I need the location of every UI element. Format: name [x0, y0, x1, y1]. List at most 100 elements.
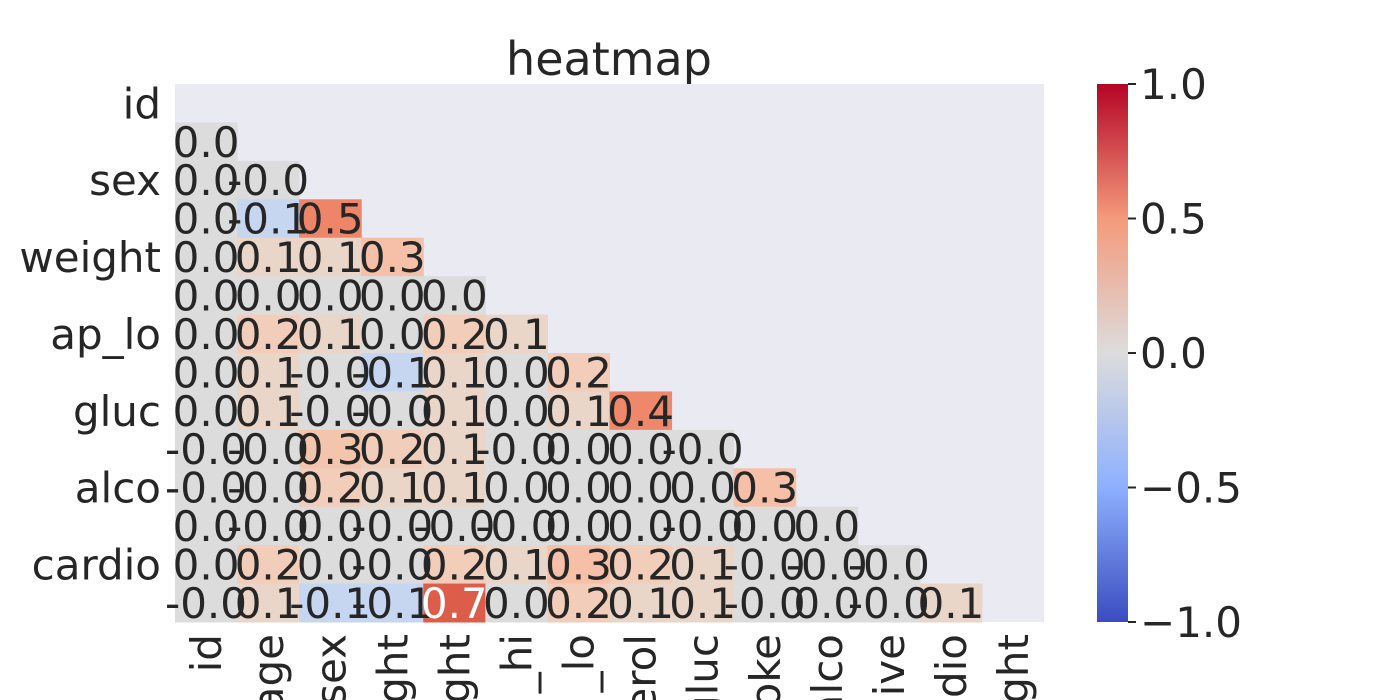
colorbar-gradient	[1097, 84, 1128, 622]
heatmap-cell	[547, 353, 610, 392]
heatmap-cell	[299, 276, 362, 316]
heatmap-cell	[609, 583, 673, 623]
x-tick-labels: id age sex ght ght _hi _lo erol gluc oke alco ive di…	[182, 634, 1038, 700]
heatmap-cell	[299, 468, 362, 508]
heatmap-cell	[299, 506, 362, 546]
heatmap-cell	[609, 391, 673, 431]
cell-value-label: 0.0	[545, 464, 612, 513]
cell-value-label: -0.0	[165, 464, 247, 513]
cell-value-label: 0.1	[235, 579, 302, 628]
cell-value-label: 0.0	[173, 540, 240, 589]
heatmap-cell	[175, 122, 238, 162]
x-tick-label: _lo	[555, 634, 604, 693]
cell-value-label: 0.0	[235, 271, 302, 320]
cell-value-label: 0.3	[359, 233, 426, 282]
heatmap-cell	[361, 391, 424, 431]
y-tick-label: alco	[75, 464, 161, 513]
heatmap-cell	[485, 391, 548, 431]
x-tick-label: erol	[617, 634, 666, 700]
heatmap-cell	[485, 468, 548, 508]
heatmap-cell	[361, 353, 424, 392]
heatmap-cell	[175, 583, 238, 623]
cell-value-label: -0.1	[351, 579, 433, 628]
cell-value-label: 0.1	[669, 579, 736, 628]
cell-value-label: 0.2	[545, 348, 612, 397]
heatmap-cell	[547, 545, 610, 585]
heatmap-cell	[299, 583, 362, 623]
cell-value-label: 0.0	[607, 464, 674, 513]
heatmap-cell	[237, 545, 300, 585]
heatmap-cell	[485, 314, 548, 354]
x-tick-label: ght	[368, 634, 417, 700]
cell-value-label: 0.0	[731, 502, 798, 551]
heatmap-cell	[175, 429, 238, 469]
colorbar: 1.0 0.5 0.0 −0.5 −1.0	[1097, 60, 1242, 647]
heatmap-cell	[237, 468, 300, 508]
heatmap-cell	[299, 545, 362, 585]
heatmap-cell	[237, 160, 300, 200]
colorbar-tick-label: 0.0	[1140, 329, 1207, 378]
heatmap-cell	[299, 199, 362, 239]
cell-value-label: 0.2	[359, 425, 426, 474]
cell-value-label: 0.1	[297, 233, 364, 282]
heatmap-cell	[423, 314, 486, 354]
heatmap-cell	[671, 506, 735, 546]
heatmap-cell	[671, 468, 735, 508]
cell-value-label: 0.1	[483, 310, 550, 359]
heatmap-cell	[237, 314, 300, 354]
heatmap-cell	[237, 237, 300, 277]
cell-value-label: 0.0	[173, 310, 240, 359]
cell-value-label: -0.0	[662, 502, 744, 551]
cell-value-label: 0.0	[173, 118, 240, 167]
cell-value-label: -0.1	[351, 348, 433, 397]
cell-value-label: 0.0	[421, 271, 488, 320]
cell-value-label: -0.0	[227, 502, 309, 551]
x-tick-label: ive	[865, 634, 914, 696]
cell-value-label: 0.0	[607, 425, 674, 474]
heatmap-cell	[423, 468, 486, 508]
heatmap-cell	[919, 583, 983, 623]
cell-value-label: -0.0	[724, 540, 806, 589]
cell-value-label: -0.1	[227, 195, 309, 244]
heatmap-cell	[237, 429, 300, 469]
cell-value-label: 0.0	[483, 579, 550, 628]
heatmap-cell	[547, 468, 610, 508]
cell-value-label: -0.0	[848, 579, 930, 628]
cell-value-label: 0.0	[297, 271, 364, 320]
cell-value-label: 0.1	[607, 579, 674, 628]
colorbar-tick-label: 0.5	[1140, 195, 1207, 244]
cell-value-label: 0.0	[297, 502, 364, 551]
x-tick-label: sex	[306, 634, 355, 700]
heatmap-cell	[609, 468, 673, 508]
heatmap-cell	[857, 545, 921, 585]
cell-value-label: -0.0	[165, 579, 247, 628]
heatmap-cell	[857, 583, 921, 623]
heatmap-cell	[547, 583, 610, 623]
cell-value-label: 0.1	[421, 387, 488, 436]
cell-value-label: 0.0	[545, 425, 612, 474]
heatmap-cell	[361, 276, 424, 316]
heatmap-cell	[485, 429, 548, 469]
heatmap-cell	[423, 429, 486, 469]
cell-value-label: 0.0	[483, 387, 550, 436]
heatmap-cell	[361, 583, 424, 623]
heatmap-cell	[299, 237, 362, 277]
heatmap-cell	[175, 391, 238, 431]
heatmap-cell	[671, 545, 735, 585]
x-tick-label: gluc	[679, 634, 728, 700]
cell-value-label: 0.1	[235, 348, 302, 397]
heatmap-cell	[547, 429, 610, 469]
heatmap-cell	[237, 391, 300, 431]
cell-value-label: 0.3	[731, 464, 798, 513]
cell-value-label: 0.1	[917, 579, 984, 628]
heatmap-cell	[361, 506, 424, 546]
cell-value-label: 0.0	[793, 579, 860, 628]
cell-value-label: -0.0	[351, 540, 433, 589]
colorbar-tick-label: 1.0	[1140, 60, 1207, 109]
cell-value-label: 0.0	[173, 387, 240, 436]
heatmap-cell	[423, 276, 486, 316]
chart-title: heatmap	[506, 32, 712, 86]
heatmap-cell	[733, 545, 797, 585]
cell-value-label: 0.0	[793, 502, 860, 551]
heatmap-cell	[175, 468, 238, 508]
